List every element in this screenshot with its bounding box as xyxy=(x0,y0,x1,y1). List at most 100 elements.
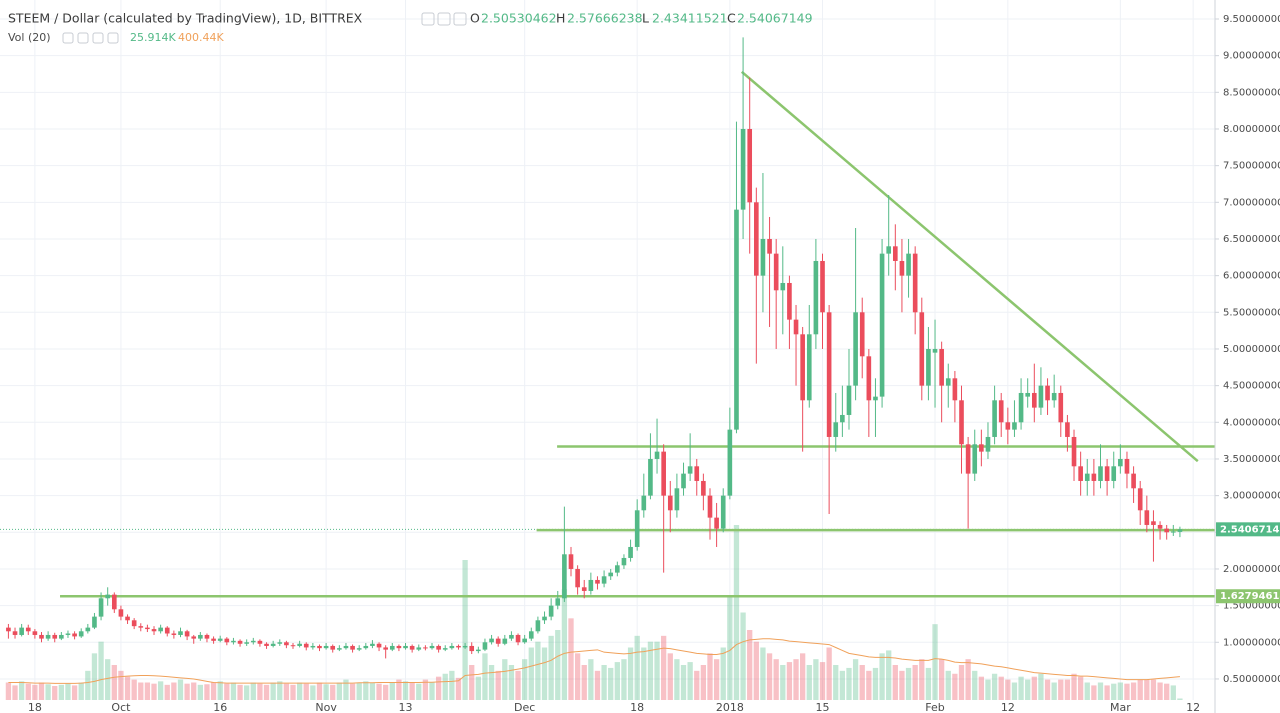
volume-bar xyxy=(330,684,336,700)
legend-value: 2.43411521 xyxy=(652,11,728,26)
volume-bar xyxy=(925,667,932,700)
volume-bar xyxy=(250,682,256,700)
candle-body xyxy=(111,594,117,610)
volume-bar xyxy=(191,682,197,700)
volume-bar xyxy=(515,670,521,700)
candle-body xyxy=(773,253,779,291)
volume-bar xyxy=(1157,682,1163,700)
y-tick-label: 4.00000000 xyxy=(1223,417,1280,428)
volume-bar xyxy=(508,665,515,700)
candle-body xyxy=(456,645,461,648)
volume-bar xyxy=(535,641,541,700)
volume-bar xyxy=(846,667,852,700)
candle-body xyxy=(25,627,31,632)
candle-body xyxy=(350,645,355,650)
volume-bar xyxy=(111,665,117,700)
legend-value: 2.54067149 xyxy=(737,11,813,26)
candle-body xyxy=(528,631,534,639)
volume-bar xyxy=(674,659,680,700)
candle-body xyxy=(343,645,349,649)
volume-bar xyxy=(614,662,620,700)
candle-body xyxy=(1124,458,1130,474)
icon[interactable] xyxy=(437,12,451,26)
candle-body xyxy=(389,645,395,650)
volume-bar xyxy=(621,659,627,700)
candle-body xyxy=(1084,473,1090,481)
volume-bar xyxy=(257,683,263,700)
icon[interactable] xyxy=(92,32,104,44)
y-tick-label: 1.50000000 xyxy=(1223,601,1280,612)
candle-body xyxy=(237,640,243,644)
volume-bar xyxy=(528,647,534,700)
volume-bar xyxy=(244,685,250,700)
legend-key: O xyxy=(470,11,480,26)
volume-bar xyxy=(336,682,342,700)
candle-body xyxy=(641,495,647,511)
volume-bar xyxy=(98,641,104,700)
volume-bar xyxy=(727,595,733,700)
candle-body xyxy=(198,634,203,639)
volume-bar xyxy=(919,659,925,700)
candle-body xyxy=(1012,422,1017,430)
volume-bar xyxy=(402,681,409,700)
candle-body xyxy=(734,209,739,430)
volume-bar xyxy=(32,684,38,700)
volume-bar xyxy=(144,682,151,700)
volume-bar xyxy=(760,647,766,700)
candle-body xyxy=(886,246,892,254)
volume-bar xyxy=(495,670,501,700)
volume-bar xyxy=(1124,683,1130,700)
volume-bar xyxy=(283,683,290,700)
volume-bar xyxy=(151,683,157,700)
volume-bar xyxy=(687,662,693,700)
x-tick-label: 12 xyxy=(1001,701,1015,713)
volume-bar xyxy=(1117,682,1123,700)
candle-body xyxy=(442,648,448,650)
candle-body xyxy=(780,282,786,291)
volume-bar xyxy=(786,662,793,700)
candle-body xyxy=(184,631,190,637)
candle-body xyxy=(85,627,91,632)
volume-legend-name: Vol (20) xyxy=(8,31,51,44)
volume-bar xyxy=(581,665,587,700)
icon[interactable] xyxy=(421,12,435,26)
candle-body xyxy=(826,312,832,437)
candle-body xyxy=(98,598,104,617)
x-tick-label: 13 xyxy=(399,701,413,713)
candle-body xyxy=(337,648,342,650)
candle-body xyxy=(853,312,858,386)
candle-body xyxy=(211,638,216,641)
volume-bar xyxy=(449,670,455,700)
volume-bar xyxy=(985,679,991,700)
volume-bar xyxy=(171,682,177,700)
volume-bar xyxy=(12,685,18,700)
candle-body xyxy=(701,480,706,496)
volume-bar xyxy=(416,683,422,700)
icon[interactable] xyxy=(453,12,467,26)
price-axis: 0.50000000 1.00000000 1.50000000 2.00000000… xyxy=(1215,14,1280,685)
volume-bar xyxy=(224,683,230,700)
volume-bar xyxy=(872,667,879,700)
candle-body xyxy=(45,634,51,639)
icon[interactable] xyxy=(62,32,74,44)
icon[interactable] xyxy=(77,32,89,44)
candle-body xyxy=(687,466,693,474)
volume-bar xyxy=(1011,682,1018,700)
candle-body xyxy=(866,356,872,401)
volume-bar xyxy=(383,684,389,700)
candle-body xyxy=(899,260,905,276)
volume-bar xyxy=(71,685,78,700)
candle-body xyxy=(787,282,792,320)
candle-body xyxy=(892,246,898,261)
volume-bar xyxy=(561,589,568,700)
y-tick-label: 9.00000000 xyxy=(1223,51,1280,62)
volume-bar xyxy=(310,685,316,700)
candle-body xyxy=(32,631,38,635)
candle-body xyxy=(1051,392,1057,401)
y-tick-label: 3.50000000 xyxy=(1223,454,1280,465)
candle-body xyxy=(429,645,435,649)
candle-body xyxy=(608,572,614,577)
icon[interactable] xyxy=(107,32,119,44)
legend-key: C xyxy=(727,11,736,26)
